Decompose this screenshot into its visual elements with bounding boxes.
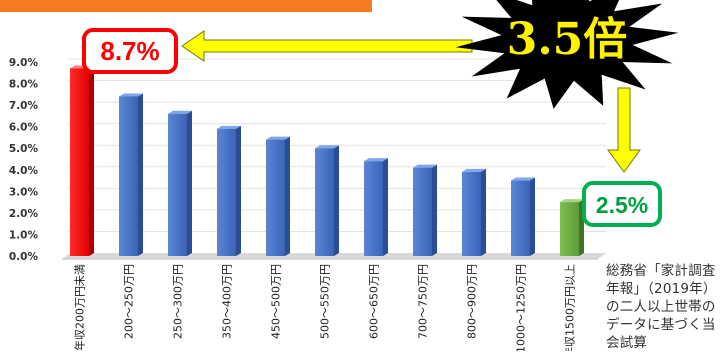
bar-side (383, 158, 388, 256)
bar-top (560, 199, 584, 203)
bar (217, 125, 241, 256)
bar-side (334, 145, 339, 256)
bar-top (315, 145, 339, 149)
y-tick-label: 7.0% (9, 100, 39, 112)
ratio-label: 3.5倍 (507, 14, 628, 65)
bar (266, 136, 290, 256)
bar (364, 158, 388, 256)
y-axis: 0.0% 1.0% 2.0% 3.0% 4.0% 5.0% 6.0% 7.0% 8.0% 9.0% (9, 57, 39, 263)
y-tick-label: 2.0% (9, 208, 39, 220)
bar-top (119, 93, 143, 97)
bar-front (217, 128, 236, 256)
bar-front (511, 180, 530, 256)
high-callout-label: 8.7% (100, 36, 159, 66)
low-callout: 2.5% (582, 181, 662, 227)
x-tick-label: 年収200万円未満 (73, 264, 87, 351)
bar-front (119, 96, 138, 256)
bar-top (462, 168, 486, 172)
bar-top (413, 164, 437, 168)
bar-front (462, 171, 481, 256)
x-axis: 年収200万円未満 200～250万円 250～300万円 350～400万円 450～… (73, 264, 577, 351)
bar-front (560, 202, 579, 256)
bar-top (168, 110, 192, 114)
x-tick-label: 700～750万円 (417, 264, 430, 339)
bar-front (168, 113, 187, 256)
bar (315, 145, 339, 256)
x-tick-label: 500～550万円 (319, 264, 332, 339)
y-tick-label: 6.0% (9, 122, 39, 134)
x-tick-label: 600～650万円 (368, 264, 381, 339)
y-tick-label: 4.0% (9, 165, 39, 177)
x-tick-label: 年収1500万円以上 (563, 264, 577, 351)
x-tick-label: 350～400万円 (221, 264, 234, 339)
bar-top (266, 136, 290, 140)
high-callout: 8.7% (82, 28, 178, 74)
bar-front (364, 161, 383, 256)
bar-side (89, 65, 94, 256)
bar-side (530, 177, 535, 256)
bar (462, 168, 486, 256)
low-callout-label: 2.5% (596, 192, 648, 218)
bar-front (315, 148, 334, 256)
bar (560, 199, 584, 256)
x-tick-label: 1000～1250万円 (515, 264, 528, 351)
bar-top (511, 177, 535, 181)
y-tick-label: 0.0% (9, 251, 39, 263)
bar (70, 65, 94, 256)
arrow-vertical (607, 87, 641, 173)
bar-front (413, 167, 432, 256)
bar (511, 177, 535, 256)
x-tick-label: 250～300万円 (172, 264, 185, 339)
bar-side (236, 125, 241, 256)
x-tick-label: 450～500万円 (270, 264, 283, 339)
arrow-horizontal (181, 30, 473, 62)
x-tick-label: 800～900万円 (466, 264, 479, 339)
bar-front (266, 139, 285, 256)
bar-side (432, 164, 437, 256)
ratio-starburst: 3.5倍 (455, 0, 679, 109)
source-note: 総務省「家計調査年報」（2019年）の二人以上世帯のデータに基づく当会試算 (606, 263, 717, 351)
bars (70, 65, 584, 256)
bar-side (138, 93, 143, 256)
bar-side (285, 136, 290, 256)
bar-top (364, 158, 388, 162)
bar-top (217, 125, 241, 129)
y-tick-label: 1.0% (9, 229, 39, 241)
header-strip (0, 0, 372, 12)
y-tick-label: 3.0% (9, 186, 39, 198)
bar-front (70, 68, 89, 256)
bar-side (481, 168, 486, 256)
bar-side (187, 110, 192, 256)
x-tick-label: 200～250万円 (123, 264, 136, 339)
bar (168, 110, 192, 256)
y-tick-label: 8.0% (9, 79, 39, 91)
y-tick-label: 9.0% (9, 57, 39, 69)
bar (119, 93, 143, 256)
bar (413, 164, 437, 256)
y-tick-label: 5.0% (9, 143, 39, 155)
